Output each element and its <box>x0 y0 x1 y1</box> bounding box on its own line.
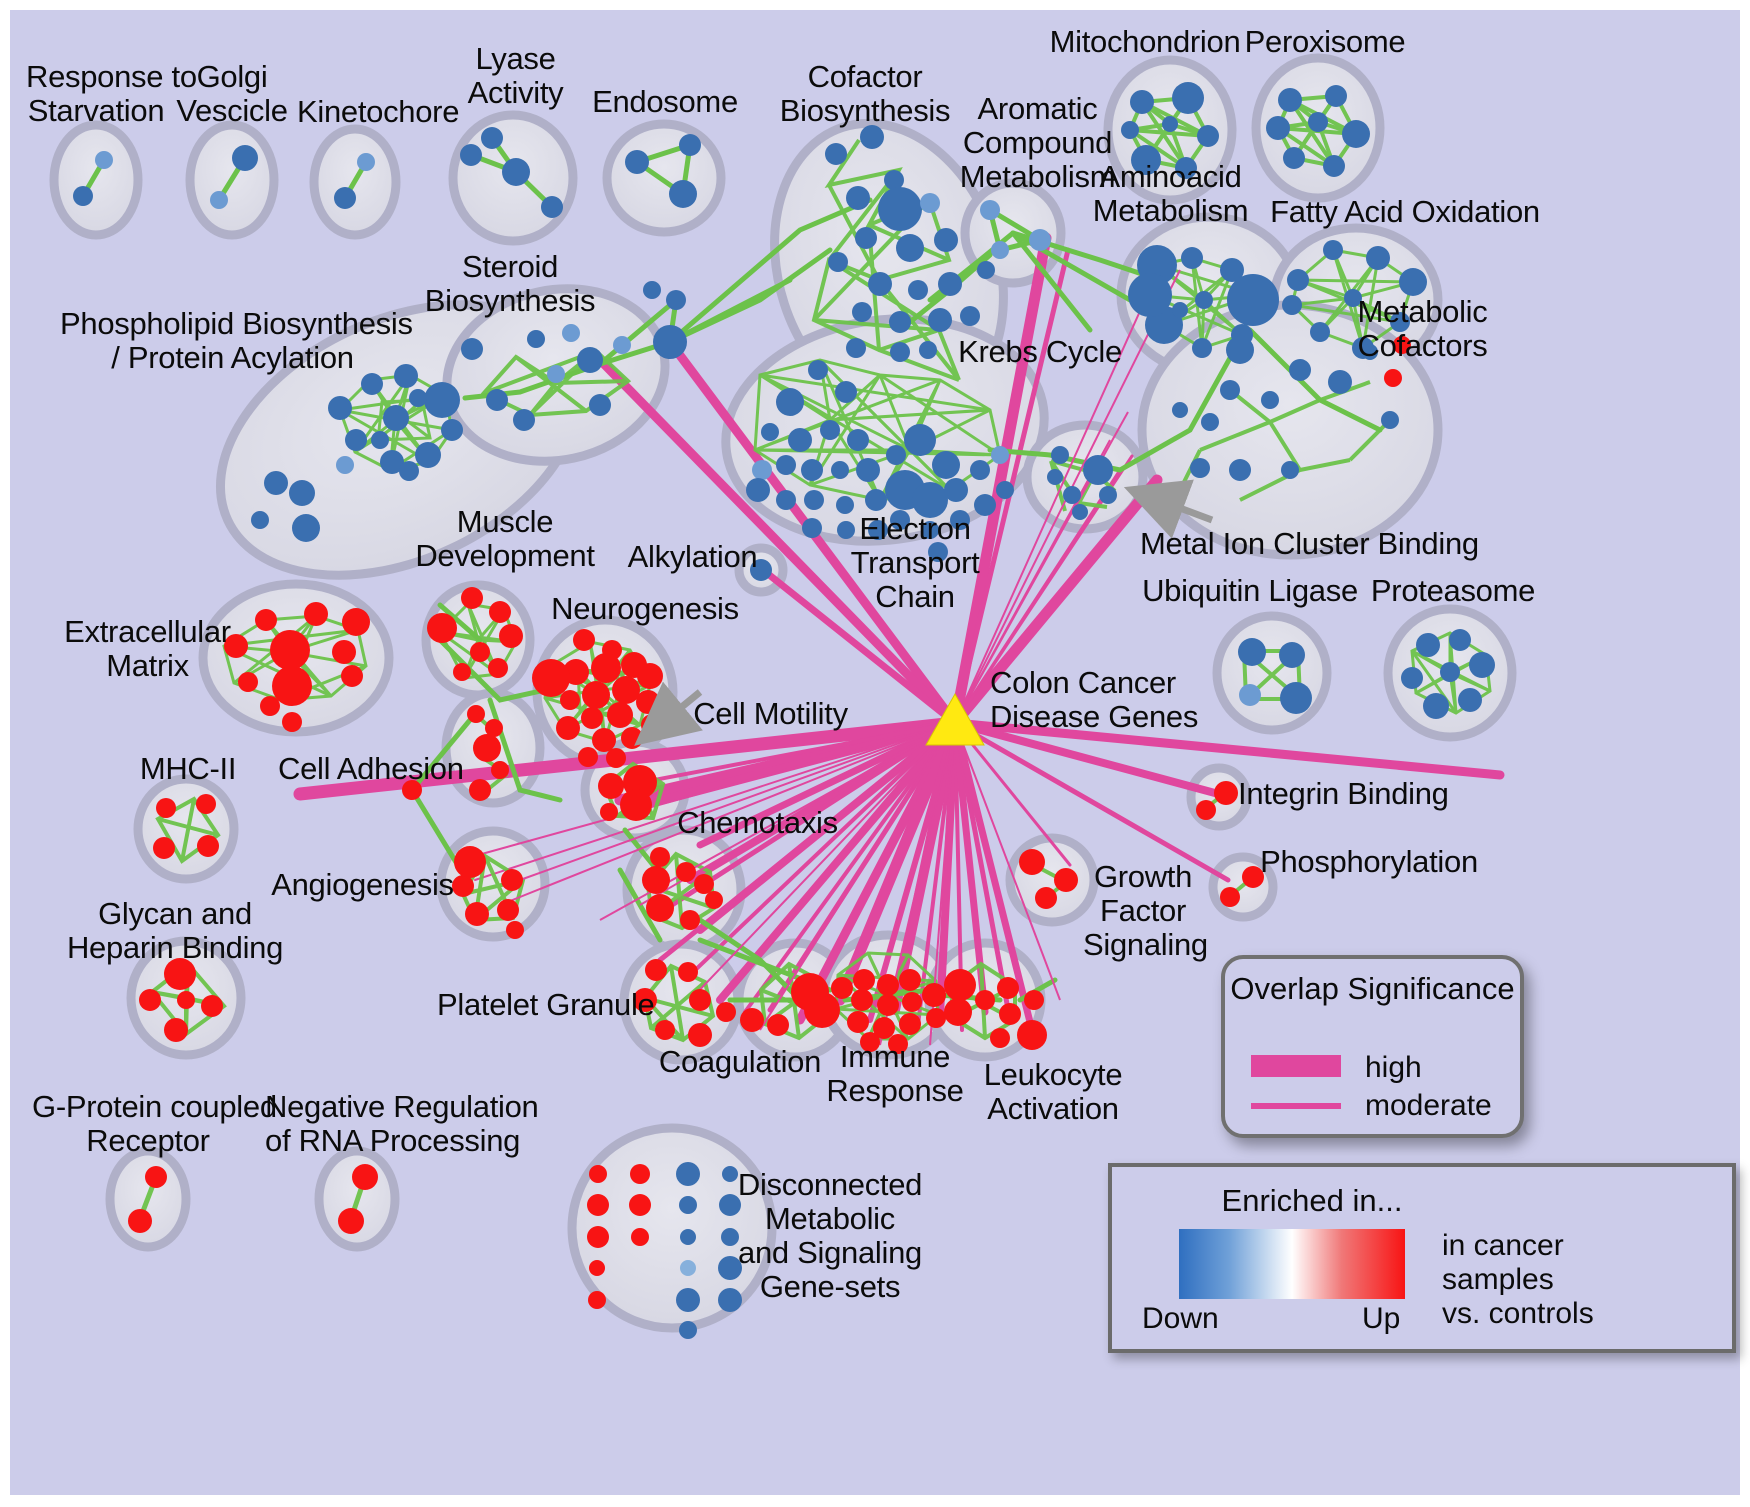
enrichment-color-scale <box>1179 1229 1405 1299</box>
cluster-label: Mitochondrion <box>1049 24 1241 59</box>
cluster-label: Neurogenesis <box>551 591 739 626</box>
cluster-label: Phosphorylation <box>1260 844 1478 879</box>
cluster-label: Fatty Acid Oxidation <box>1270 194 1540 229</box>
cluster-label: Peroxisome <box>1244 24 1406 59</box>
cluster-label: MHC-II <box>139 751 237 786</box>
cluster-label: Aminoacid Metabolism <box>1092 159 1249 228</box>
cluster-label: G-Protein coupled Receptor <box>32 1089 277 1158</box>
hub-triangle[interactable] <box>925 692 985 746</box>
cluster-label: Platelet Granule <box>437 987 655 1022</box>
legend-title: Overlap Significance <box>1230 971 1515 1006</box>
cluster-label: Endosome <box>592 84 738 119</box>
enrichment-legend: Enriched in... Down Up in cancer samples… <box>1108 1163 1736 1353</box>
cluster-label: Coagulation <box>658 1044 822 1079</box>
node-circles-up <box>128 336 1411 1234</box>
legend-swatch-moderate <box>1251 1103 1341 1109</box>
hub-label: Colon Cancer Disease Genes <box>990 665 1199 734</box>
cluster-label: Krebs Cycle <box>958 334 1122 369</box>
cluster-label: Disconnected Metabolic and Signaling Gen… <box>737 1167 923 1304</box>
cluster-label: Cell Motility <box>693 696 848 731</box>
cluster-label: Immune Response <box>826 1039 964 1108</box>
cluster-label: Negative Regulation of RNA Processing <box>265 1089 539 1158</box>
cluster-label: Response to Starvation <box>26 59 197 128</box>
cluster-label: Growth Factor Signaling <box>1083 859 1208 962</box>
cluster-label: Chemotaxis <box>677 805 838 840</box>
cluster-label: Kinetochore <box>297 94 460 129</box>
cluster-label: Metabolic Cofactors <box>1357 294 1488 363</box>
cell-motility-arrow <box>634 681 703 746</box>
legend-label-moderate: moderate <box>1365 1089 1492 1122</box>
cluster-label: Phospholipid Biosynthesis / Protein Acyl… <box>60 306 413 375</box>
enrichment-low-label: Down <box>1142 1302 1219 1335</box>
legend-swatch-high <box>1251 1055 1341 1077</box>
enrichment-note: in cancer samples vs. controls <box>1442 1229 1594 1330</box>
cluster-label: Electron Transport Chain <box>850 511 980 614</box>
enrichment-high-label: Up <box>1362 1302 1401 1335</box>
cluster-label: Steroid Biosynthesis <box>424 249 596 318</box>
cluster-label: Leukocyte Activation <box>983 1057 1123 1126</box>
node-circles-down <box>73 82 1495 719</box>
metal-ion-arrow <box>1123 479 1214 539</box>
callout-arrows <box>634 479 1214 746</box>
cluster-label: Golgi Vescicle <box>176 59 288 128</box>
enrichment-legend-title: Enriched in... <box>1221 1183 1403 1218</box>
legend-label-high: high <box>1365 1051 1422 1084</box>
hub-edges-high <box>293 232 1505 1034</box>
cluster-label: Proteasome <box>1370 573 1536 608</box>
cluster-label: Cofactor Biosynthesis <box>779 59 951 128</box>
cluster-label: Ubiquitin Ligase <box>1142 573 1358 608</box>
cluster-label: Angiogenesis <box>271 867 454 902</box>
cluster-label: Integrin Binding <box>1238 776 1449 811</box>
cluster-label: Metal Ion Cluster Binding <box>1140 526 1479 561</box>
cluster-label: Aromatic Compound Metabolism <box>959 91 1116 194</box>
cluster-label: Cell Adhesion <box>278 751 464 786</box>
disconnected-gene-set-nodes <box>587 1162 742 1339</box>
overlap-significance-legend: Overlap Significance high moderate <box>1221 955 1524 1138</box>
cluster-label: Glycan and Heparin Binding <box>66 896 284 965</box>
cluster-label: Extracellular Matrix <box>64 614 231 683</box>
cluster-label: Muscle Development <box>415 504 595 573</box>
cluster-label: Lyase Activity <box>467 41 564 110</box>
cluster-label: Alkylation <box>627 539 758 574</box>
